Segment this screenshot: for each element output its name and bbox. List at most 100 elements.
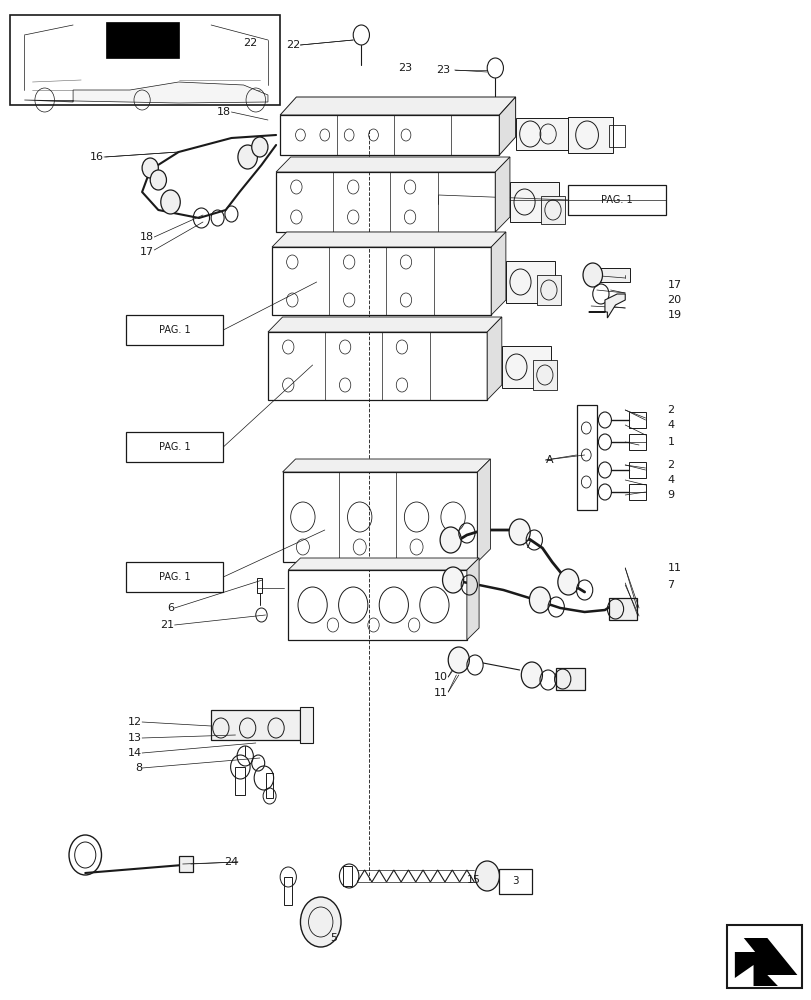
Bar: [342, 866, 352, 886]
Text: 6: 6: [167, 603, 174, 613]
Bar: [300, 707, 312, 743]
Text: 11: 11: [667, 563, 680, 573]
Text: 5: 5: [330, 933, 337, 943]
Text: 22: 22: [285, 40, 300, 50]
Text: 20: 20: [667, 295, 680, 305]
Polygon shape: [588, 294, 624, 318]
Polygon shape: [272, 232, 505, 247]
Bar: [608, 598, 637, 620]
Circle shape: [508, 519, 530, 545]
Bar: [726, 925, 801, 988]
Text: PAG. 1: PAG. 1: [601, 195, 632, 205]
Text: PAG. 1: PAG. 1: [159, 325, 190, 335]
Bar: [282, 472, 477, 562]
Bar: [629, 462, 645, 478]
Bar: [509, 182, 558, 222]
Bar: [536, 275, 560, 305]
Circle shape: [582, 263, 602, 287]
Text: A: A: [545, 455, 552, 465]
Text: 23: 23: [397, 63, 411, 73]
Text: 4: 4: [667, 420, 674, 430]
Bar: [629, 412, 645, 428]
Circle shape: [251, 137, 268, 157]
Text: 24: 24: [223, 857, 238, 867]
Text: 18: 18: [140, 232, 154, 242]
Bar: [568, 185, 665, 215]
Text: PAG. 1: PAG. 1: [159, 572, 190, 582]
Bar: [126, 562, 223, 592]
Bar: [126, 315, 223, 345]
Text: 13: 13: [128, 733, 142, 743]
Text: 2: 2: [667, 405, 674, 415]
Text: 9: 9: [667, 490, 674, 500]
Circle shape: [300, 897, 341, 947]
Text: 14: 14: [128, 748, 142, 758]
Bar: [540, 196, 564, 224]
Circle shape: [521, 662, 542, 688]
Bar: [629, 434, 645, 450]
Circle shape: [442, 567, 463, 593]
Bar: [284, 877, 292, 905]
Bar: [499, 869, 531, 894]
Bar: [126, 432, 223, 462]
Bar: [532, 360, 556, 390]
Circle shape: [238, 145, 257, 169]
Bar: [10, 15, 280, 105]
Bar: [280, 115, 499, 155]
Circle shape: [150, 170, 166, 190]
Text: PAG. 1: PAG. 1: [159, 442, 190, 452]
Text: 4: 4: [667, 475, 674, 485]
Text: 17: 17: [667, 280, 680, 290]
Bar: [515, 118, 568, 150]
Text: 1: 1: [667, 437, 674, 447]
Polygon shape: [491, 232, 505, 315]
Bar: [288, 570, 466, 640]
Bar: [556, 668, 584, 690]
Bar: [268, 332, 487, 400]
Circle shape: [529, 587, 550, 613]
Circle shape: [557, 569, 578, 595]
Polygon shape: [276, 157, 509, 172]
Polygon shape: [105, 22, 178, 58]
Text: 2: 2: [667, 460, 674, 470]
Text: 16: 16: [90, 152, 104, 162]
Polygon shape: [288, 558, 478, 570]
Bar: [211, 710, 300, 740]
Polygon shape: [268, 317, 501, 332]
Bar: [608, 125, 624, 147]
Text: 21: 21: [161, 620, 174, 630]
Polygon shape: [499, 97, 515, 155]
Polygon shape: [495, 157, 509, 232]
Bar: [272, 247, 491, 315]
Text: 7: 7: [523, 540, 530, 550]
Bar: [266, 773, 272, 798]
Text: 11: 11: [434, 688, 448, 698]
Text: 15: 15: [466, 875, 480, 885]
Bar: [178, 856, 193, 872]
Text: 3: 3: [512, 876, 518, 886]
Polygon shape: [280, 97, 515, 115]
Text: 19: 19: [667, 310, 680, 320]
Circle shape: [142, 158, 158, 178]
Circle shape: [448, 647, 469, 673]
Bar: [257, 578, 262, 593]
Polygon shape: [24, 82, 268, 103]
Text: 23: 23: [436, 65, 450, 75]
Text: 18: 18: [217, 107, 231, 117]
Polygon shape: [734, 938, 796, 986]
Polygon shape: [282, 459, 490, 472]
Circle shape: [161, 190, 180, 214]
Text: 10: 10: [434, 672, 448, 682]
Bar: [235, 767, 245, 795]
Bar: [276, 172, 495, 232]
Text: 8: 8: [135, 763, 142, 773]
Text: 12: 12: [128, 717, 142, 727]
Circle shape: [474, 861, 499, 891]
Polygon shape: [487, 317, 501, 400]
Bar: [568, 117, 612, 153]
Bar: [505, 261, 554, 303]
Bar: [599, 268, 629, 282]
Bar: [501, 346, 550, 388]
Polygon shape: [477, 459, 490, 562]
Circle shape: [440, 527, 461, 553]
